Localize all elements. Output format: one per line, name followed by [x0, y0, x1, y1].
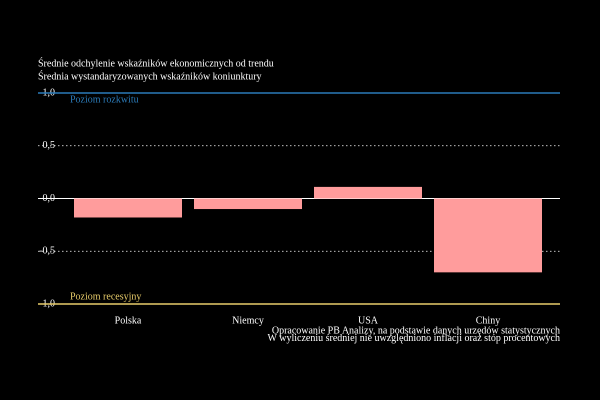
x-tick-label: USA: [358, 315, 379, 326]
chart-subtitle: Średnia wystandaryzowanych wskaźników ko…: [38, 70, 262, 82]
bar: [314, 186, 422, 199]
reference-label: Poziom recesyjny: [70, 291, 141, 302]
chart-title: Średnie odchylenie wskaźników ekonomiczn…: [38, 57, 274, 69]
x-tick-label: Chiny: [476, 315, 500, 326]
bar: [434, 198, 542, 273]
x-tick-label: Polska: [115, 315, 142, 326]
y-tick-label: 0,5: [43, 140, 56, 151]
footnote: Opracowanie PB Analizy, na podstawie dan…: [272, 325, 560, 336]
reference-label: Poziom rozkwitu: [70, 94, 139, 105]
x-tick-label: Niemcy: [232, 315, 264, 326]
footnote: W wyliczeniu średniej nie uwzględniono i…: [268, 333, 561, 344]
bar: [194, 198, 302, 210]
bar: [74, 198, 182, 218]
